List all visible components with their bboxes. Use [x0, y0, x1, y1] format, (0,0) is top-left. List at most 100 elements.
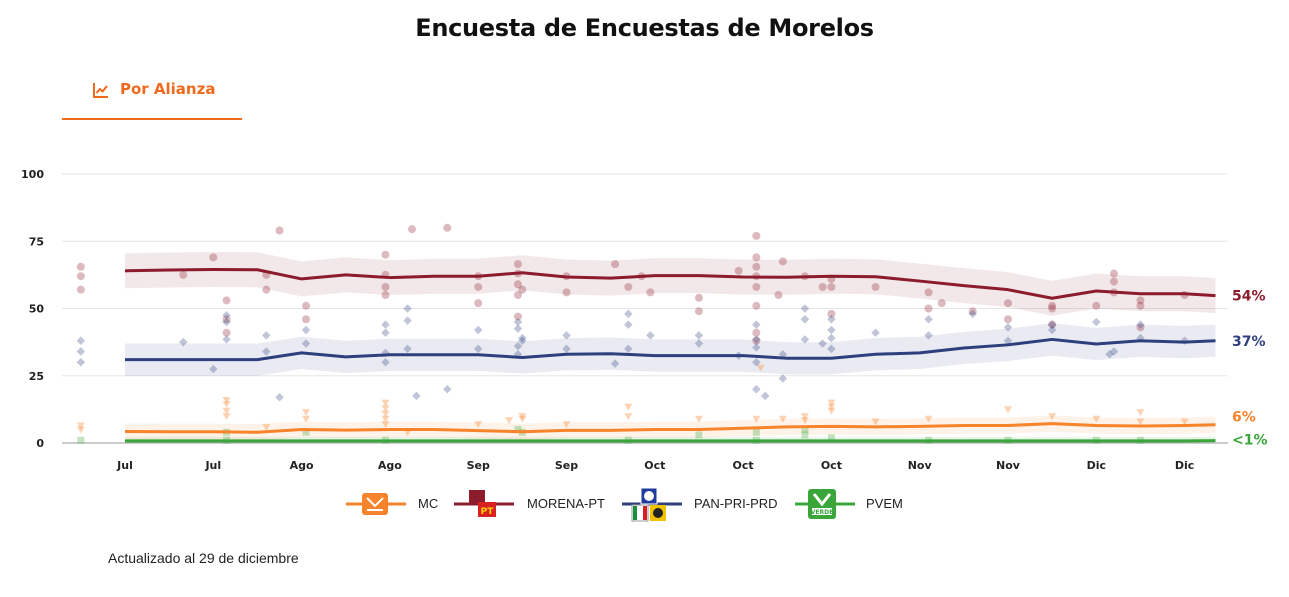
x-tick-label: Ago: [290, 459, 314, 472]
svg-text:PT: PT: [481, 507, 495, 517]
poll-marker: [381, 250, 390, 259]
poll-marker: [694, 339, 704, 348]
poll-marker: [624, 320, 633, 329]
poll-marker: [924, 315, 933, 324]
end-label-pvem: <1%: [1232, 433, 1268, 449]
poll-marker: [871, 328, 880, 337]
poll-marker: [924, 304, 933, 313]
tab-por-alianza[interactable]: Por Alianza: [62, 70, 242, 120]
poll-marker: [827, 333, 836, 343]
legend-label-pvem: PVEM: [866, 496, 903, 511]
poll-marker: [778, 374, 788, 383]
poll-marker: [412, 391, 421, 401]
x-tick-label: Oct: [733, 459, 754, 472]
poll-marker: [76, 347, 86, 356]
legend-label-morena-pt: MORENA-PT: [527, 496, 605, 511]
poll-marker: [222, 296, 231, 305]
poll-marker: [778, 257, 787, 266]
svg-text:VERDE: VERDE: [811, 509, 833, 516]
poll-marker: [778, 415, 787, 423]
tab-label: Por Alianza: [120, 80, 216, 98]
series-line-morena: [124, 267, 1216, 300]
mc-logo-icon: [346, 493, 406, 515]
poll-marker: [222, 310, 231, 320]
poll-marker: [694, 307, 703, 316]
poll-marker: [827, 282, 836, 291]
poll-marker: [818, 282, 827, 291]
poll-marker: [518, 285, 527, 294]
poll-marker: [381, 282, 390, 291]
poll-marker: [871, 282, 880, 291]
x-tick-label: Jul: [116, 459, 133, 472]
poll-marker: [1136, 409, 1145, 417]
poll-marker: [302, 415, 311, 423]
poll-marker: [752, 335, 761, 344]
poll-marker: [752, 253, 761, 262]
poll-marker: [381, 328, 390, 337]
poll-marker: [76, 262, 85, 271]
poll-marker: [694, 293, 703, 302]
poll-marker: [179, 270, 188, 279]
poll-marker: [1136, 296, 1145, 305]
poll-marker: [1048, 304, 1057, 313]
poll-marker: [800, 417, 809, 425]
poll-marker: [774, 291, 783, 300]
x-tick-label: Sep: [555, 459, 578, 472]
poll-marker: [752, 231, 761, 240]
poll-marker: [513, 324, 523, 333]
poll-marker: [222, 317, 231, 327]
poll-marker: [302, 315, 311, 324]
poll-marker: [1048, 301, 1057, 310]
poll-marker: [1004, 299, 1012, 308]
band-mc: [125, 415, 1216, 441]
poll-marker: [275, 226, 284, 235]
poll-marker: [937, 299, 946, 308]
poll-marker: [76, 422, 85, 430]
poll-marker: [1048, 320, 1057, 329]
poll-marker: [77, 436, 85, 444]
poll-marker: [302, 409, 311, 417]
y-tick-label: 50: [29, 303, 45, 316]
poll-marker: [76, 426, 85, 434]
poll-marker: [1092, 317, 1101, 327]
poll-marker: [800, 304, 810, 313]
poll-marker: [1004, 315, 1012, 324]
poll-marker: [760, 391, 770, 401]
y-tick-label: 100: [21, 168, 44, 181]
poll-marker: [381, 320, 390, 329]
y-tick-label: 25: [29, 370, 44, 383]
poll-marker: [209, 364, 218, 374]
poll-marker: [76, 358, 86, 367]
poll-marker: [752, 282, 761, 291]
poll-marker: [514, 426, 522, 434]
poll-marker: [222, 400, 231, 408]
poll-marker: [301, 325, 311, 335]
poll-marker: [518, 336, 527, 346]
y-tick-label: 0: [36, 437, 44, 450]
poll-marker: [1180, 418, 1189, 426]
poll-marker: [222, 413, 231, 421]
poll-marker: [827, 407, 836, 415]
poll-marker: [443, 384, 452, 394]
poll-marker: [381, 358, 390, 367]
poll-marker: [827, 309, 836, 318]
x-tick-label: Nov: [908, 459, 933, 472]
poll-marker: [968, 307, 977, 316]
legend: MC PT MORENA-PT PAN-PRI-PRD VERD: [0, 484, 1289, 524]
poll-marker: [513, 341, 523, 351]
poll-marker: [513, 312, 522, 321]
poll-marker: [734, 266, 743, 275]
poll-marker: [262, 347, 271, 356]
poll-marker: [513, 260, 522, 269]
poll-marker: [562, 288, 571, 297]
poll-marker: [403, 344, 412, 354]
poll-marker: [443, 223, 452, 232]
end-label-morena: 54%: [1232, 289, 1266, 305]
poll-marker: [76, 272, 85, 281]
poll-marker: [1003, 336, 1013, 346]
poll-marker: [800, 335, 810, 344]
poll-marker: [474, 299, 483, 308]
poll-marker: [302, 301, 311, 310]
band-pan: [125, 323, 1216, 376]
end-label-pan: 37%: [1232, 334, 1266, 350]
